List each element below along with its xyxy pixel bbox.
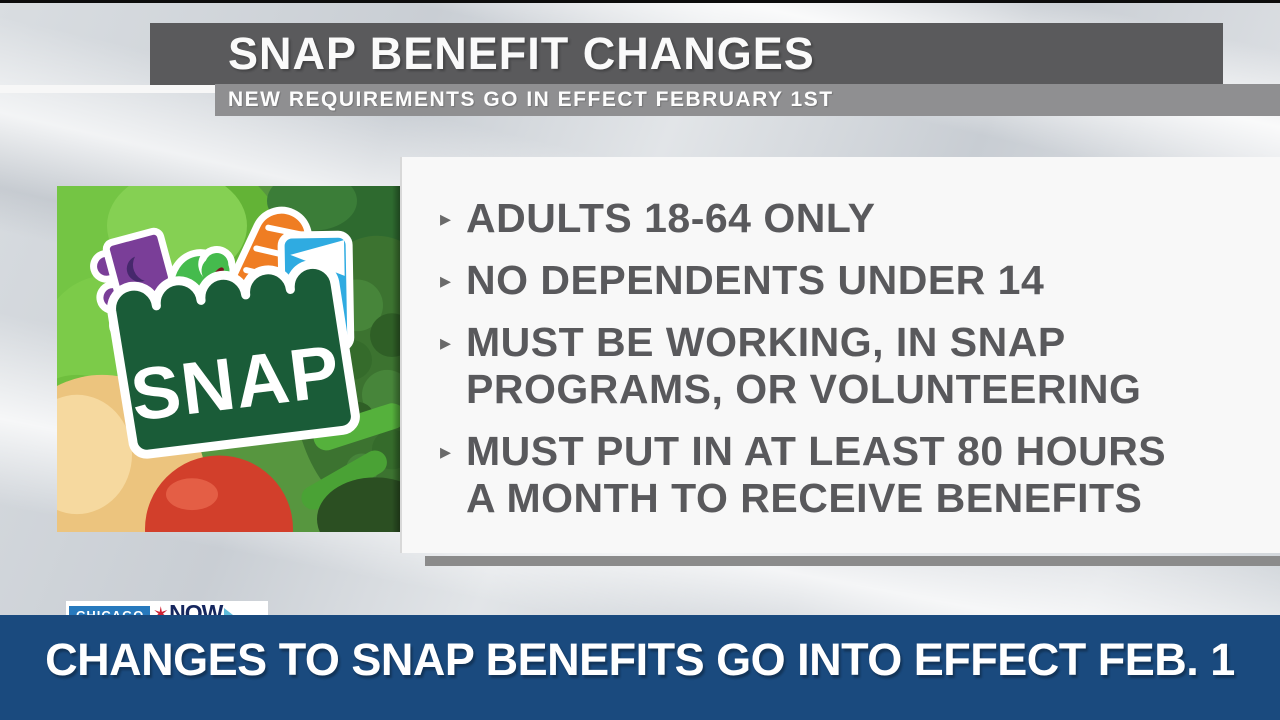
top-black-strip (0, 0, 1280, 3)
snap-logo-illustration: SNAP (57, 186, 400, 532)
bullet-arrow-icon: ▸ (440, 206, 452, 231)
snap-logo-image: SNAP (57, 186, 400, 532)
headline-title: SNAP BENEFIT CHANGES (228, 28, 815, 79)
requirement-line: MUST PUT IN AT LEAST 80 HOURS (466, 428, 1167, 474)
grocery-bag (107, 259, 360, 459)
requirement-item: ▸ ADULTS 18-64 ONLY (440, 195, 1280, 242)
lower-third-headline: CHANGES TO SNAP BENEFITS GO INTO EFFECT … (45, 634, 1235, 685)
bullet-arrow-icon: ▸ (440, 330, 452, 355)
requirement-line: A MONTH TO RECEIVE BENEFITS (466, 475, 1143, 521)
subtitle-banner: NEW REQUIREMENTS GO IN EFFECT FEBRUARY 1… (215, 84, 1280, 116)
bullet-arrow-icon: ▸ (440, 439, 452, 464)
snap-grocery-bag-logo: SNAP (90, 206, 360, 459)
requirement-line: PROGRAMS, OR VOLUNTEERING (466, 366, 1142, 412)
requirements-panel: ▸ ADULTS 18-64 ONLY ▸ NO DEPENDENTS UNDE… (400, 157, 1280, 553)
lower-third-banner: CHANGES TO SNAP BENEFITS GO INTO EFFECT … (0, 615, 1280, 720)
bullet-arrow-icon: ▸ (440, 268, 452, 293)
requirement-item: ▸ NO DEPENDENTS UNDER 14 (440, 257, 1280, 304)
requirement-item: ▸ MUST PUT IN AT LEAST 80 HOURS A MONTH … (440, 428, 1280, 522)
requirement-line: NO DEPENDENTS UNDER 14 (466, 257, 1045, 303)
requirement-line: MUST BE WORKING, IN SNAP (466, 319, 1066, 365)
headline-subtitle: NEW REQUIREMENTS GO IN EFFECT FEBRUARY 1… (228, 88, 834, 111)
headline-banner: SNAP BENEFIT CHANGES (150, 23, 1223, 85)
pea-pods (301, 403, 400, 510)
play-arrow-icon (224, 607, 234, 622)
tomato (145, 455, 293, 532)
requirement-line: ADULTS 18-64 ONLY (466, 195, 876, 241)
requirement-item: ▸ MUST BE WORKING, IN SNAP PROGRAMS, OR … (440, 319, 1280, 413)
avocado (317, 477, 400, 532)
panel-drop-shadow (425, 556, 1280, 566)
divider-stripe (0, 85, 215, 93)
photo-edge-shadow (392, 186, 400, 532)
